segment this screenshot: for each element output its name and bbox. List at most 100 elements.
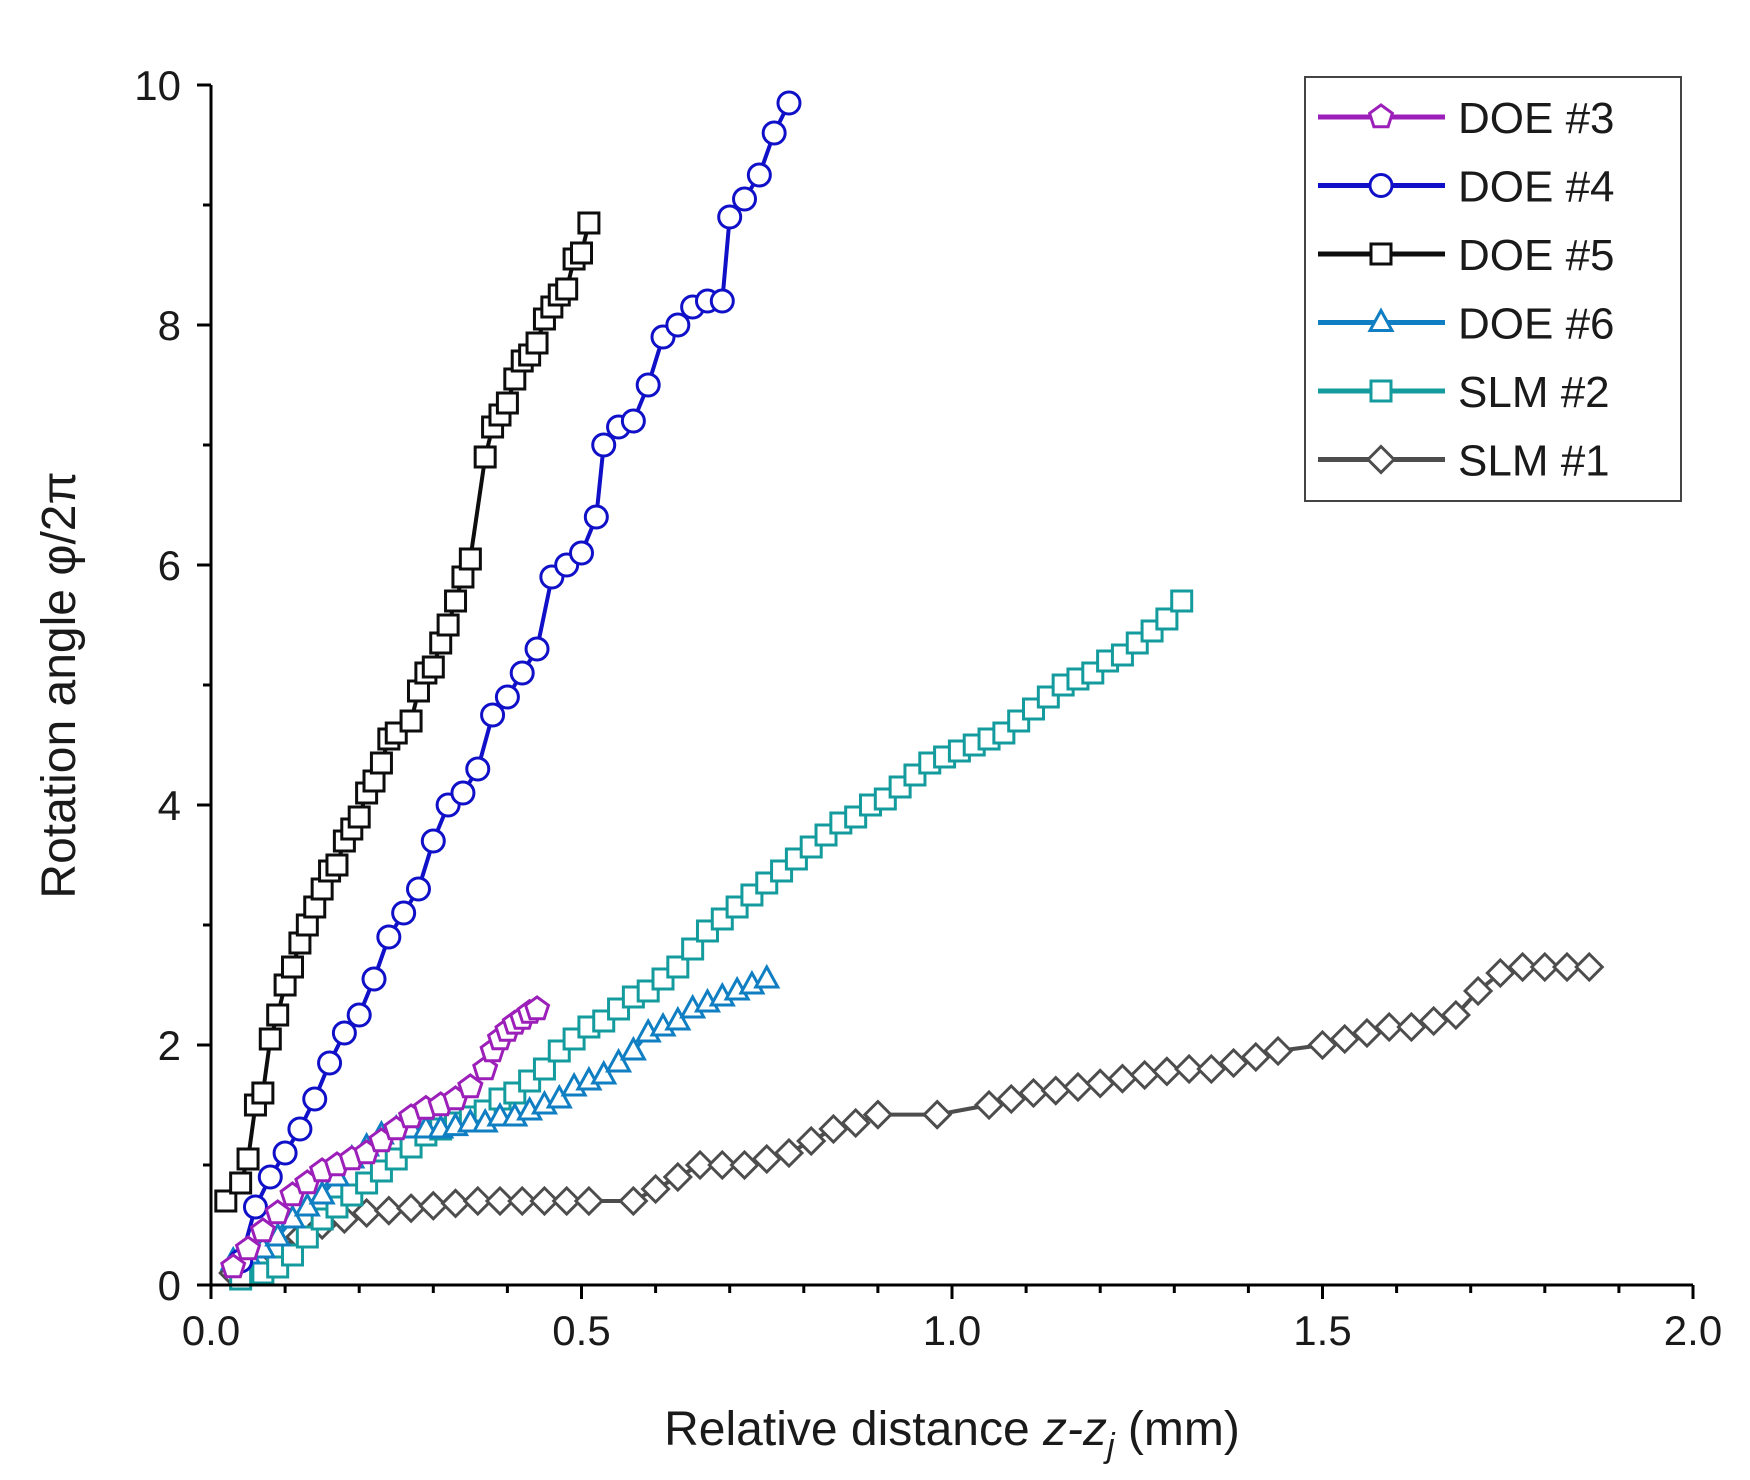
- legend-entry-doe-6: DOE #6: [1318, 300, 1615, 349]
- y-ticks: 0 2 4 6 8 10: [134, 62, 211, 1309]
- data-point-doe-4: [272, 1140, 298, 1166]
- data-point-doe-4: [465, 756, 491, 782]
- data-point-doe-5: [495, 391, 519, 415]
- data-point-slm-1: [1507, 951, 1538, 983]
- x-axis-title-subscript: j: [1103, 1427, 1116, 1465]
- data-point-doe-6: [605, 1047, 633, 1073]
- data-point-slm-1: [1062, 1071, 1094, 1103]
- data-point-doe-4: [450, 780, 476, 806]
- legend-label: SLM #1: [1458, 437, 1610, 486]
- data-point-slm-1: [1040, 1075, 1071, 1106]
- legend-entry-slm-1: SLM #1: [1318, 437, 1610, 486]
- data-point-doe-4: [391, 900, 417, 926]
- data-point-doe-4: [287, 1116, 313, 1142]
- legend-marker: [1365, 444, 1397, 475]
- data-point-slm-1: [484, 1185, 516, 1217]
- series-slm-2: [229, 589, 1194, 1291]
- legend-box: [1304, 76, 1682, 502]
- data-point-slm-1: [618, 1185, 649, 1217]
- data-point-doe-5: [577, 211, 601, 235]
- y-axis-title: Rotation angle φ/2π: [33, 471, 86, 898]
- data-point-slm-1: [551, 1185, 582, 1217]
- data-point-doe-5: [325, 853, 349, 877]
- data-point-slm-1: [573, 1185, 605, 1217]
- legend-marker: [1369, 242, 1393, 266]
- data-point-doe-5: [473, 445, 497, 469]
- y-tick-label: 6: [158, 542, 181, 589]
- legend-label: DOE #6: [1458, 300, 1615, 349]
- y-tick-label: 0: [158, 1262, 181, 1309]
- data-point-doe-6: [619, 1035, 647, 1061]
- data-point-slm-1: [1418, 1005, 1449, 1037]
- data-point-doe-4: [331, 1020, 357, 1046]
- x-tick-label: 2.0: [1664, 1307, 1722, 1354]
- data-point-slm-1: [1351, 1017, 1383, 1049]
- data-point-doe-4: [569, 540, 594, 566]
- data-point-slm-1: [1173, 1053, 1205, 1085]
- data-point-doe-4: [302, 1086, 328, 1112]
- x-axis-title-prefix: Relative distance: [664, 1403, 1043, 1456]
- series-doe-5: [214, 211, 601, 1213]
- data-point-slm-1: [1129, 1059, 1160, 1091]
- data-point-doe-4: [242, 1194, 268, 1220]
- x-tick-label: 1.5: [1293, 1307, 1351, 1354]
- data-point-doe-5: [251, 1081, 275, 1105]
- data-point-doe-3: [457, 1073, 484, 1099]
- x-tick-label: 0.5: [552, 1307, 610, 1354]
- data-point-slm-1: [818, 1113, 849, 1145]
- data-point-doe-5: [555, 277, 579, 301]
- data-point-slm-1: [684, 1149, 716, 1181]
- data-point-doe-4: [761, 120, 787, 146]
- data-point-doe-4: [376, 924, 402, 950]
- data-point-slm-1: [1107, 1063, 1138, 1094]
- data-point-doe-4: [420, 828, 446, 854]
- data-point-slm-1: [640, 1173, 671, 1205]
- legend-marker: [1368, 173, 1394, 198]
- data-point-doe-4: [346, 1002, 372, 1028]
- data-point-doe-4: [583, 504, 609, 530]
- data-point-doe-4: [732, 186, 758, 212]
- legend-label: SLM #2: [1458, 368, 1610, 417]
- data-point-doe-3: [234, 1235, 262, 1261]
- data-point-doe-3: [472, 1055, 499, 1081]
- data-point-slm-1: [662, 1161, 693, 1193]
- data-point-doe-4: [509, 660, 535, 686]
- x-axis-title-italic: z-z: [1042, 1403, 1107, 1456]
- x-tick-label: 0.0: [182, 1307, 240, 1354]
- legend-marker: [1367, 103, 1395, 129]
- data-point-slm-1: [418, 1190, 449, 1221]
- data-point-slm-1: [707, 1149, 738, 1181]
- x-axis-title: Relative distance z-zj (mm): [664, 1403, 1240, 1465]
- data-point-doe-4: [620, 408, 646, 434]
- data-point-doe-6: [308, 1179, 336, 1205]
- data-point-slm-1: [507, 1185, 538, 1217]
- data-point-doe-3: [523, 995, 551, 1021]
- data-point-doe-5: [229, 1171, 253, 1195]
- data-point-slm-1: [1574, 951, 1605, 983]
- data-point-doe-4: [494, 684, 520, 710]
- data-point-slm-1: [1151, 1056, 1183, 1087]
- data-point-slm-2: [681, 937, 705, 961]
- legend-marker: [1369, 379, 1393, 403]
- x-ticks: 0.0 0.5 1.0 1.5 2.0: [182, 1285, 1722, 1354]
- data-point-slm-1: [1307, 1029, 1338, 1061]
- data-point-slm-1: [1085, 1068, 1116, 1099]
- series-doe-3: [220, 995, 551, 1279]
- data-point-doe-5: [421, 655, 445, 679]
- data-point-slm-1: [1462, 975, 1494, 1007]
- data-point-doe-6: [293, 1191, 321, 1217]
- data-point-slm-2: [1155, 607, 1179, 631]
- data-point-doe-4: [746, 162, 772, 188]
- data-point-doe-5: [399, 709, 423, 733]
- data-point-slm-1: [729, 1149, 760, 1181]
- data-point-doe-4: [776, 90, 802, 116]
- data-point-doe-6: [753, 963, 781, 989]
- data-point-slm-1: [462, 1185, 493, 1217]
- data-point-slm-1: [373, 1195, 404, 1226]
- data-point-doe-4: [257, 1164, 283, 1190]
- data-point-slm-1: [751, 1143, 782, 1175]
- data-point-doe-5: [369, 751, 393, 775]
- data-point-slm-1: [840, 1107, 871, 1139]
- data-point-doe-3: [264, 1199, 291, 1225]
